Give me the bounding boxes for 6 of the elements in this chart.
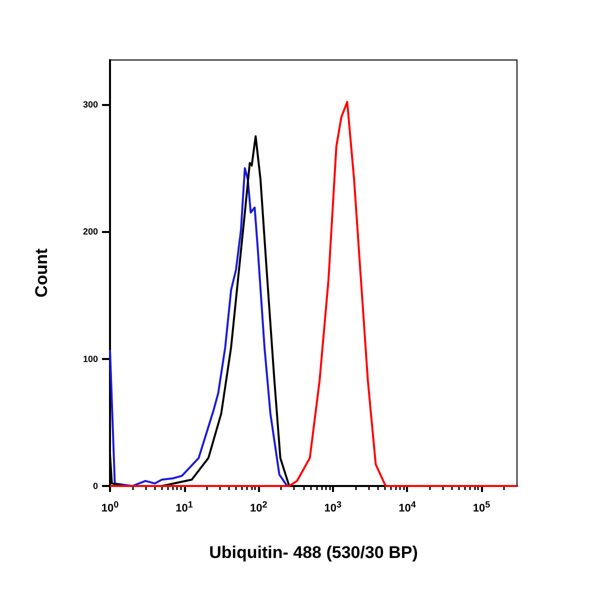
y-tick-label: 100 [82, 354, 98, 364]
y-tick-label: 0 [92, 481, 98, 491]
y-tick-label: 200 [82, 226, 98, 237]
x-axis-title: Ubiquitin- 488 (530/30 BP) [209, 543, 418, 562]
y-tick-label: 300 [82, 100, 98, 110]
y-axis-title: Count [32, 248, 51, 298]
